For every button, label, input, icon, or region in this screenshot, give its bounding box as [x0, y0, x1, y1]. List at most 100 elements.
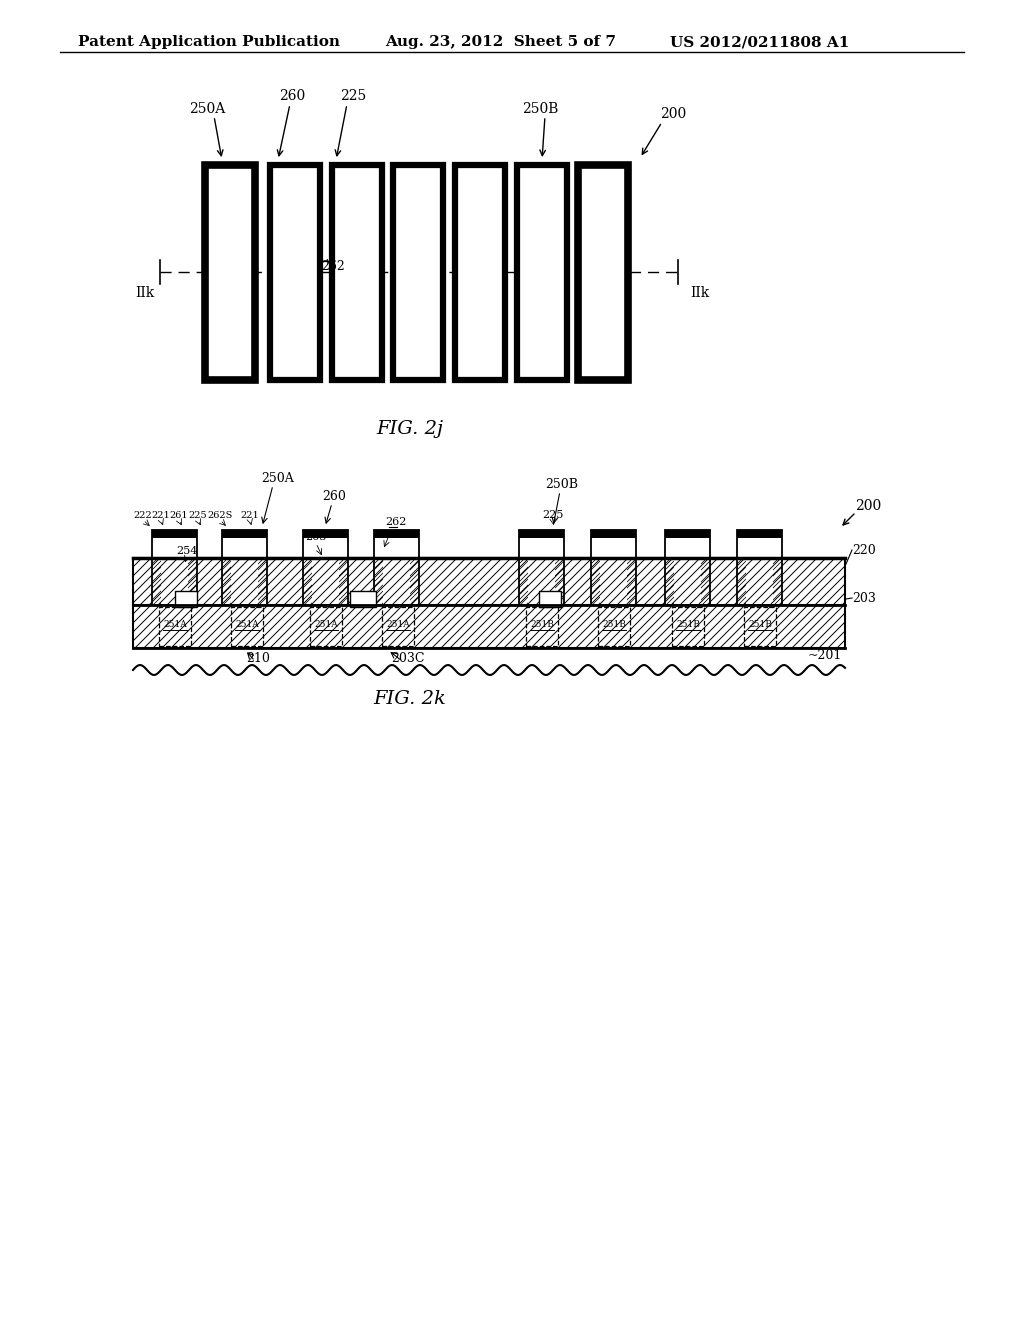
Bar: [455, 165, 505, 380]
Text: 203C: 203C: [391, 652, 425, 665]
Bar: [231, 607, 263, 645]
Bar: [382, 607, 414, 645]
Bar: [303, 531, 348, 539]
Text: 262: 262: [321, 260, 345, 273]
Bar: [737, 531, 782, 605]
Text: 250A: 250A: [261, 473, 294, 484]
Bar: [350, 591, 376, 607]
Text: 250B: 250B: [522, 102, 558, 116]
Bar: [627, 558, 636, 605]
Text: 263: 263: [305, 532, 327, 543]
Bar: [598, 607, 630, 645]
Text: 225: 225: [543, 510, 563, 520]
Text: 251A: 251A: [163, 620, 186, 630]
Bar: [519, 558, 528, 605]
Bar: [133, 558, 845, 605]
Bar: [222, 531, 267, 539]
Text: 254: 254: [176, 546, 198, 556]
Bar: [152, 531, 197, 539]
Bar: [591, 558, 600, 605]
Text: 251B: 251B: [676, 620, 700, 630]
Text: 251B: 251B: [749, 620, 772, 630]
Text: Aug. 23, 2012  Sheet 5 of 7: Aug. 23, 2012 Sheet 5 of 7: [385, 36, 616, 49]
Bar: [152, 531, 197, 605]
Bar: [303, 531, 348, 605]
Bar: [672, 607, 705, 645]
Text: 203: 203: [852, 591, 876, 605]
Text: 251A: 251A: [386, 620, 410, 630]
Text: 262S: 262S: [207, 511, 232, 520]
Bar: [744, 607, 776, 645]
Bar: [539, 591, 561, 607]
Bar: [737, 558, 746, 605]
Bar: [578, 165, 628, 380]
Text: 221: 221: [152, 511, 170, 520]
Text: 220: 220: [852, 544, 876, 557]
Text: 260: 260: [323, 490, 346, 503]
Bar: [222, 531, 267, 605]
Text: ~201: ~201: [808, 649, 843, 663]
Bar: [374, 558, 383, 605]
Text: 251A: 251A: [314, 620, 338, 630]
Bar: [175, 591, 197, 607]
Bar: [701, 558, 710, 605]
Bar: [539, 591, 561, 607]
Bar: [175, 591, 197, 607]
Text: FIG. 2k: FIG. 2k: [374, 690, 446, 708]
Text: 261: 261: [170, 511, 188, 520]
Bar: [526, 607, 558, 645]
Text: 210: 210: [246, 652, 270, 665]
Bar: [665, 558, 674, 605]
Text: 251A: 251A: [236, 620, 259, 630]
Bar: [332, 165, 382, 380]
Bar: [175, 591, 197, 607]
Bar: [665, 531, 710, 539]
Text: 225: 225: [340, 88, 367, 103]
Bar: [205, 165, 255, 380]
Text: US 2012/0211808 A1: US 2012/0211808 A1: [670, 36, 849, 49]
Text: IIk: IIk: [135, 286, 155, 300]
Bar: [159, 607, 191, 645]
Bar: [591, 531, 636, 539]
Text: 200: 200: [855, 499, 882, 513]
Text: 262: 262: [385, 517, 407, 527]
Bar: [350, 591, 376, 607]
Bar: [519, 531, 564, 605]
Bar: [665, 531, 710, 605]
Bar: [133, 605, 845, 648]
Text: FIG. 2j: FIG. 2j: [377, 420, 443, 438]
Bar: [517, 165, 567, 380]
Text: 222: 222: [133, 511, 153, 520]
Bar: [410, 558, 419, 605]
Bar: [374, 531, 419, 539]
Bar: [737, 531, 782, 539]
Bar: [555, 558, 564, 605]
Bar: [773, 558, 782, 605]
Text: 251B: 251B: [602, 620, 626, 630]
Bar: [222, 558, 231, 605]
Bar: [303, 558, 312, 605]
Bar: [393, 165, 443, 380]
Text: Patent Application Publication: Patent Application Publication: [78, 36, 340, 49]
Text: 250B: 250B: [546, 478, 579, 491]
Bar: [258, 558, 267, 605]
Bar: [350, 591, 376, 607]
Text: 221: 221: [241, 511, 259, 520]
Text: IIk: IIk: [690, 286, 710, 300]
Bar: [519, 531, 564, 539]
Bar: [539, 591, 561, 607]
Bar: [133, 558, 845, 605]
Text: 200: 200: [660, 107, 686, 121]
Bar: [270, 165, 319, 380]
Text: 225: 225: [188, 511, 207, 520]
Text: 250A: 250A: [188, 102, 225, 116]
Text: 251B: 251B: [530, 620, 554, 630]
Bar: [374, 531, 419, 605]
Bar: [339, 558, 348, 605]
Bar: [310, 607, 342, 645]
Text: 260: 260: [279, 88, 305, 103]
Bar: [152, 558, 161, 605]
Bar: [591, 531, 636, 605]
Bar: [133, 605, 845, 648]
Bar: [188, 558, 197, 605]
